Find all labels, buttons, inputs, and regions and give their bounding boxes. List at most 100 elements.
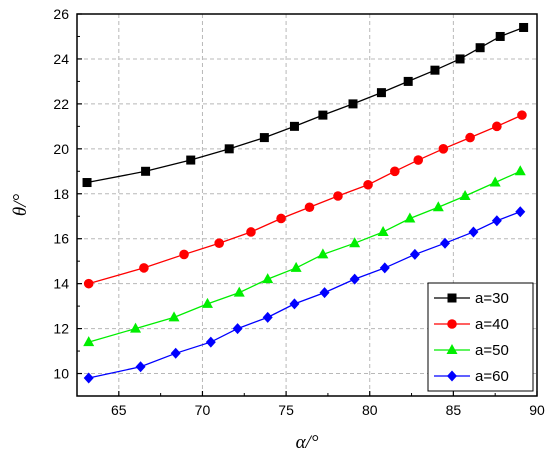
x-tick-label: 80 — [362, 402, 378, 418]
data-point — [233, 286, 245, 297]
data-point — [489, 176, 501, 187]
data-point — [379, 262, 390, 274]
y-tick-label: 16 — [53, 231, 69, 247]
x-axis-label: α/° — [296, 432, 319, 453]
data-point — [130, 322, 142, 333]
data-point — [430, 65, 440, 75]
data-point — [214, 238, 224, 248]
data-point — [246, 227, 256, 237]
data-point — [475, 43, 485, 53]
series-4 — [83, 206, 526, 384]
data-point — [349, 273, 360, 285]
data-point — [304, 202, 315, 213]
series-1 — [82, 22, 529, 188]
data-point — [232, 323, 243, 335]
legend-label: a=60 — [475, 368, 509, 385]
x-tick-label: 85 — [446, 402, 462, 418]
y-tick-label: 20 — [53, 141, 69, 157]
data-point — [179, 249, 189, 260]
data-point — [409, 248, 420, 260]
data-point — [170, 347, 181, 359]
data-point — [139, 263, 149, 273]
plot-frame — [76, 13, 538, 397]
y-tick-label: 10 — [53, 366, 69, 382]
data-point — [289, 298, 300, 310]
y-tick-label: 12 — [53, 321, 69, 337]
data-point — [404, 212, 416, 223]
data-point — [262, 311, 273, 323]
data-point — [349, 237, 361, 248]
data-point — [517, 110, 527, 120]
y-tick-label: 26 — [53, 6, 69, 22]
data-point — [492, 121, 502, 132]
data-point — [259, 133, 269, 143]
y-axis-label: θ/° — [10, 193, 31, 216]
y-tick-label: 18 — [53, 186, 69, 202]
x-tick-label: 70 — [195, 402, 211, 418]
series-line — [86, 26, 524, 184]
data-point — [413, 155, 424, 165]
data-point — [83, 278, 94, 289]
data-point — [201, 297, 213, 308]
data-point — [495, 31, 505, 41]
data-point — [390, 166, 400, 177]
data-point — [83, 336, 95, 347]
legend-item: a=40 — [434, 316, 509, 333]
legend-marker — [446, 344, 458, 354]
series-3 — [83, 165, 526, 347]
series-layer — [82, 22, 529, 384]
legend-box — [427, 282, 534, 392]
data-point — [141, 166, 151, 176]
data-point — [168, 311, 180, 322]
data-point — [290, 261, 302, 272]
legend-label: a=30 — [475, 290, 509, 307]
data-point — [403, 76, 413, 86]
legend-item: a=60 — [434, 368, 509, 385]
data-point — [318, 110, 328, 120]
series-2 — [83, 110, 527, 289]
data-point — [319, 287, 330, 299]
data-point — [224, 144, 234, 154]
data-point — [440, 237, 450, 249]
data-point — [514, 165, 526, 176]
data-point — [205, 336, 216, 348]
axis-ticks: 65 70 75 80 85 90 10 12 14 16 18 20 22 24 26 — [53, 6, 545, 418]
y-tick-label: 24 — [53, 51, 69, 67]
data-point — [333, 191, 343, 201]
data-point — [186, 155, 196, 165]
data-point — [438, 144, 449, 154]
data-point — [363, 179, 373, 190]
y-tick-label: 22 — [53, 96, 69, 112]
data-point — [276, 213, 286, 224]
data-point — [468, 226, 479, 238]
data-point — [82, 178, 92, 188]
data-point — [465, 132, 475, 143]
x-tick-label: 75 — [278, 402, 294, 418]
data-point — [432, 201, 444, 212]
legend-item: a=30 — [434, 290, 509, 307]
legend-marker — [447, 370, 457, 382]
data-point — [455, 54, 465, 64]
data-point — [515, 206, 526, 218]
data-point — [377, 225, 389, 236]
legend-item: a=50 — [434, 342, 509, 359]
data-point — [83, 372, 94, 384]
legend: a=30 a=40 a=50 a=60 — [427, 282, 534, 392]
data-point — [135, 361, 146, 373]
data-point — [317, 248, 329, 259]
data-point — [262, 273, 274, 284]
legend-marker — [447, 293, 457, 303]
y-tick-label: 14 — [53, 276, 69, 292]
x-tick-label: 65 — [111, 402, 127, 418]
x-tick-label: 90 — [529, 402, 545, 418]
legend-label: a=40 — [475, 316, 509, 333]
data-point — [376, 88, 386, 98]
legend-marker — [447, 319, 457, 329]
data-point — [348, 99, 358, 109]
legend-label: a=50 — [475, 342, 509, 359]
data-point — [459, 190, 471, 201]
data-point — [289, 121, 299, 131]
data-point — [491, 215, 502, 227]
data-point — [519, 22, 529, 32]
